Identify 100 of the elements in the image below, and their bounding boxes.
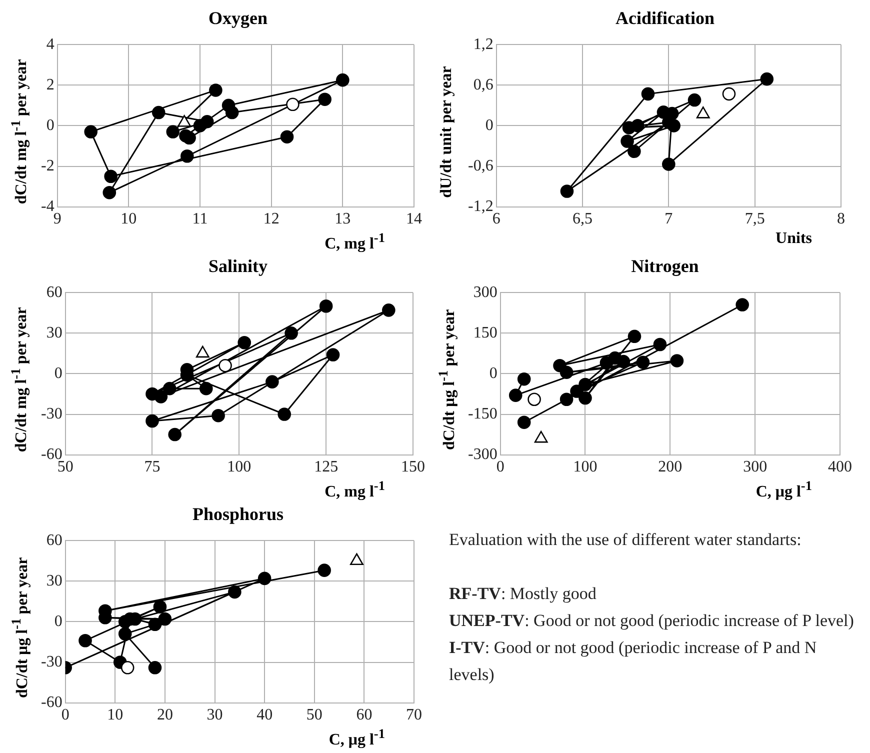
y-tick-label: 300 bbox=[473, 284, 498, 301]
point bbox=[158, 612, 172, 626]
point bbox=[278, 408, 292, 421]
x-tick-label: 150 bbox=[401, 458, 425, 476]
y-axis-title: dU/dt unit per year bbox=[438, 66, 456, 198]
point bbox=[628, 144, 641, 158]
point bbox=[636, 356, 650, 369]
point bbox=[162, 382, 176, 396]
point bbox=[600, 356, 614, 370]
y-tick-label: 150 bbox=[473, 324, 498, 342]
point bbox=[319, 299, 333, 313]
x-axis-title: C, μg l$^{-1}$ bbox=[328, 726, 385, 750]
point bbox=[102, 186, 116, 200]
point bbox=[560, 392, 574, 406]
y-tick-label: 30 bbox=[46, 572, 62, 590]
point bbox=[653, 338, 667, 352]
x-tick-label: 50 bbox=[306, 706, 322, 724]
text: I-TV: Good or not good (periodic increase of P and N levels) bbox=[449, 638, 817, 684]
x-tick-label: 8 bbox=[837, 210, 845, 228]
point bbox=[212, 408, 225, 422]
point bbox=[120, 661, 134, 674]
y-tick-label: 4 bbox=[46, 36, 54, 53]
y-tick-label: -60 bbox=[41, 694, 62, 712]
point bbox=[326, 348, 340, 362]
x-tick-label: 50 bbox=[57, 458, 74, 476]
point bbox=[760, 72, 774, 86]
point bbox=[382, 304, 396, 317]
x-tick-label: 20 bbox=[156, 706, 173, 724]
x-tick-label: 10 bbox=[107, 706, 124, 724]
x-tick-label: 7,5 bbox=[744, 210, 765, 228]
y-tick-label: 0 bbox=[489, 364, 498, 382]
x-tick-label: 125 bbox=[314, 458, 338, 476]
x-tick-label: 6 bbox=[492, 210, 500, 228]
x-tick-label: 300 bbox=[743, 458, 768, 476]
point bbox=[641, 87, 655, 101]
x-tick-label: 60 bbox=[356, 706, 372, 724]
y-tick-label: 2 bbox=[46, 76, 54, 94]
point bbox=[630, 119, 644, 132]
point bbox=[238, 336, 252, 350]
point bbox=[286, 98, 300, 112]
x-tick-label: 13 bbox=[334, 210, 351, 228]
text: RF-TV: Mostly good bbox=[449, 584, 596, 603]
x-axis-title: C, μg l$^{-1}$ bbox=[756, 478, 812, 502]
x-axis-title: C, mg l$^{-1}$ bbox=[324, 478, 385, 502]
point bbox=[148, 618, 162, 632]
point bbox=[166, 125, 180, 138]
point bbox=[318, 92, 332, 106]
text: UNEP-TV: Good or not good (periodic increase of P level) bbox=[449, 611, 854, 630]
x-tick-label: 100 bbox=[573, 458, 598, 476]
point bbox=[258, 572, 272, 586]
point bbox=[228, 585, 242, 599]
point bbox=[168, 428, 182, 442]
point bbox=[153, 600, 167, 614]
point bbox=[180, 149, 194, 163]
chart-title: Oxygen bbox=[207, 8, 268, 29]
point bbox=[199, 382, 213, 396]
point bbox=[284, 326, 298, 340]
point bbox=[578, 378, 592, 392]
point bbox=[318, 564, 331, 577]
point bbox=[517, 416, 531, 430]
point bbox=[225, 106, 239, 120]
x-tick-label: 14 bbox=[406, 210, 422, 228]
x-tick-label: 400 bbox=[828, 458, 852, 476]
y-tick-label: 0,6 bbox=[473, 76, 494, 94]
chart-title: Nitrogen bbox=[630, 256, 700, 277]
point bbox=[670, 354, 684, 368]
point bbox=[662, 158, 676, 171]
y-tick-label: 0 bbox=[46, 116, 54, 134]
y-tick-label: -4 bbox=[41, 198, 54, 216]
chart-title: Salinity bbox=[207, 256, 269, 277]
y-tick-label: -30 bbox=[41, 653, 62, 670]
point bbox=[104, 170, 118, 184]
point bbox=[209, 84, 222, 97]
y-tick-label: 60 bbox=[46, 284, 62, 301]
text: Evaluation with the use of different water standarts: bbox=[449, 530, 802, 549]
y-tick-label: 1,2 bbox=[473, 36, 494, 53]
point bbox=[218, 358, 232, 372]
y-tick-label: -30 bbox=[41, 405, 62, 422]
point bbox=[336, 73, 350, 87]
point bbox=[688, 93, 702, 107]
y-tick-label: -1,2 bbox=[468, 198, 494, 216]
point bbox=[280, 130, 294, 144]
x-tick-label: 6,5 bbox=[572, 210, 592, 228]
point bbox=[560, 184, 574, 198]
point bbox=[146, 414, 159, 428]
y-tick-label: 30 bbox=[46, 324, 62, 342]
point bbox=[118, 627, 132, 641]
point bbox=[182, 131, 196, 145]
point bbox=[200, 114, 214, 128]
y-tick-label: -0,6 bbox=[468, 157, 494, 174]
x-tick-label: 9 bbox=[53, 210, 62, 228]
y-tick-label: 60 bbox=[46, 532, 62, 549]
x-tick-label: 12 bbox=[263, 210, 280, 228]
x-tick-label: 200 bbox=[658, 458, 682, 476]
x-tick-label: 30 bbox=[206, 706, 223, 724]
point bbox=[628, 330, 642, 344]
point bbox=[508, 388, 522, 402]
point bbox=[578, 391, 592, 405]
point bbox=[266, 375, 279, 388]
x-tick-label: 75 bbox=[144, 458, 160, 476]
